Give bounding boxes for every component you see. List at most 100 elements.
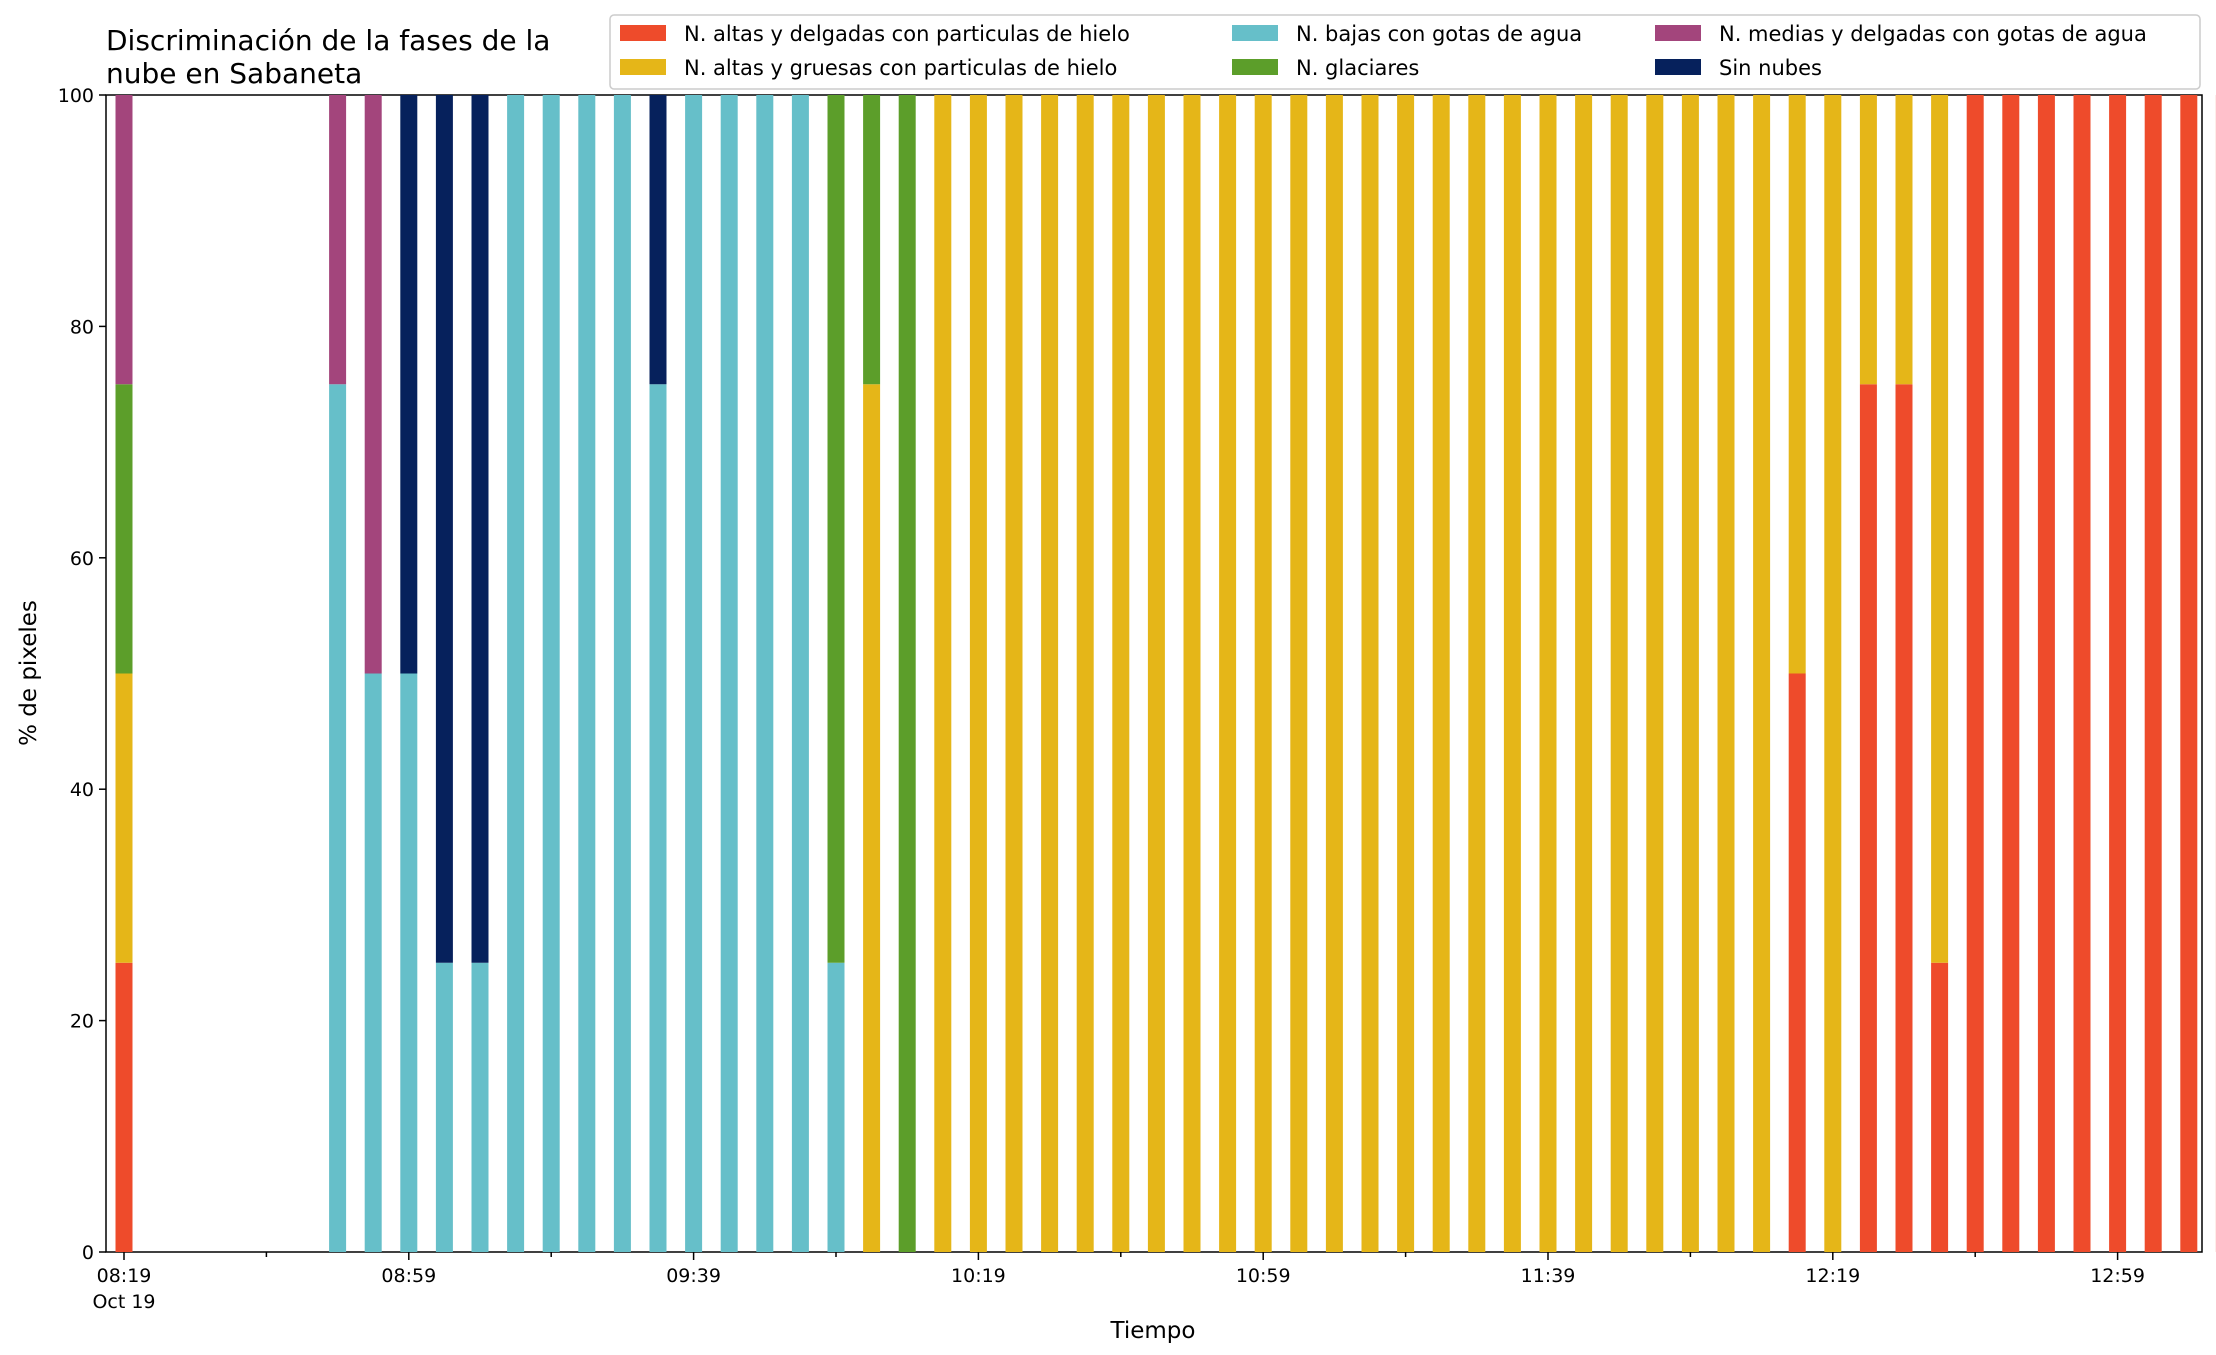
bar-segment-42-0 <box>1788 673 1806 1252</box>
bar-segment-51-0 <box>2109 95 2127 1252</box>
bar-segment-16-3 <box>863 95 881 385</box>
bar-segment-44-1 <box>1859 95 1877 385</box>
bar-segment-17-3 <box>898 95 916 1252</box>
bar-segment-2-4 <box>364 95 382 674</box>
x-axis: 08:19 08:59 09:39 10:19 10:59 11:39 12:19 12:59… <box>92 1252 2145 1313</box>
legend-swatch-5 <box>1655 59 1701 75</box>
bar-segment-41-1 <box>1753 95 1771 1252</box>
bar-segment-38-1 <box>1646 95 1664 1252</box>
bar-segment-25-1 <box>1183 95 1201 1252</box>
bar-segment-50-0 <box>2073 95 2091 1252</box>
legend-label-4: N. medias y delgadas con gotas de agua <box>1719 22 2147 46</box>
bar-segment-0-1 <box>115 673 133 963</box>
legend-label-3: N. glaciares <box>1296 56 1419 80</box>
bar-segment-23-1 <box>1112 95 1130 1252</box>
y-tick-label-0: 0 <box>82 1242 94 1264</box>
bar-segment-24-1 <box>1147 95 1165 1252</box>
x-tick-label-6: 12:19 <box>1805 1265 1860 1287</box>
bar-segment-53-0 <box>2180 95 2198 1252</box>
bar-segment-30-1 <box>1361 95 1379 1252</box>
bar-segment-20-1 <box>1005 95 1023 1252</box>
bar-segment-11-2 <box>685 95 703 1252</box>
y-axis-label: % de pixeles <box>16 600 42 746</box>
bar-segment-21-1 <box>1041 95 1059 1252</box>
bar-segment-37-1 <box>1610 95 1628 1252</box>
x-tick-label-3: 10:19 <box>951 1265 1006 1287</box>
bar-segment-46-1 <box>1931 95 1949 963</box>
bar-segment-46-0 <box>1931 962 1949 1252</box>
x-tick-label-1: 08:59 <box>381 1265 436 1287</box>
bar-segment-13-2 <box>756 95 774 1252</box>
bar-segment-8-2 <box>578 95 596 1252</box>
bar-segment-44-0 <box>1859 384 1877 1252</box>
bar-segment-15-3 <box>827 95 845 963</box>
x-axis-label: Tiempo <box>1110 1318 1196 1344</box>
bar-segment-12-2 <box>720 95 738 1252</box>
bar-segment-4-2 <box>435 962 453 1252</box>
bar-segment-33-1 <box>1468 95 1486 1252</box>
legend-label-5: Sin nubes <box>1719 56 1822 80</box>
bar-segment-3-5 <box>400 95 418 674</box>
y-tick-label-1: 20 <box>70 1011 94 1033</box>
x-tick-label-2: 09:39 <box>666 1265 721 1287</box>
bar-segment-10-5 <box>649 95 667 385</box>
bar-segment-28-1 <box>1290 95 1308 1252</box>
bar-segment-36-1 <box>1575 95 1593 1252</box>
bar-segment-22-1 <box>1076 95 1094 1252</box>
x-tick-sublabel: Oct 19 <box>92 1291 155 1313</box>
bar-segment-5-2 <box>471 962 489 1252</box>
y-tick-label-2: 40 <box>70 779 94 801</box>
x-tick-label-5: 11:39 <box>1521 1265 1576 1287</box>
bar-segment-32-1 <box>1432 95 1450 1252</box>
y-tick-label-4: 80 <box>70 316 94 338</box>
legend-label-0: N. altas y delgadas con particulas de hi… <box>684 22 1130 46</box>
bar-segment-34-1 <box>1503 95 1521 1252</box>
bar-segment-15-2 <box>827 962 845 1252</box>
bar-segment-4-5 <box>435 95 453 963</box>
y-axis: 0 20 40 60 80 100 <box>58 85 106 1264</box>
bar-segment-45-0 <box>1895 384 1913 1252</box>
bar-segment-48-0 <box>2002 95 2020 1252</box>
bar-segment-49-0 <box>2037 95 2055 1252</box>
bar-segment-45-1 <box>1895 95 1913 385</box>
bar-segment-0-3 <box>115 384 133 674</box>
legend-label-1: N. altas y gruesas con particulas de hie… <box>684 56 1117 80</box>
bar-segment-5-5 <box>471 95 489 963</box>
bar-segment-42-1 <box>1788 95 1806 674</box>
legend-swatch-1 <box>620 59 666 75</box>
chart-title-line-2: nube en Sabaneta <box>106 57 362 90</box>
chart-title-line-1: Discriminación de la fases de la <box>106 24 550 57</box>
legend-swatch-3 <box>1232 59 1278 75</box>
bar-segment-43-1 <box>1824 95 1842 1252</box>
bar-segment-6-2 <box>507 95 525 1252</box>
bar-segment-19-1 <box>969 95 987 1252</box>
bar-segment-14-2 <box>791 95 809 1252</box>
bar-segment-7-2 <box>542 95 560 1252</box>
legend-label-2: N. bajas con gotas de agua <box>1296 22 1582 46</box>
legend-swatch-2 <box>1232 25 1278 41</box>
bar-segment-1-2 <box>329 384 347 1252</box>
y-tick-label-3: 60 <box>70 548 94 570</box>
bar-segment-10-2 <box>649 384 667 1252</box>
bar-segment-0-0 <box>115 962 133 1252</box>
bar-segment-52-0 <box>2144 95 2162 1252</box>
bar-segment-29-1 <box>1325 95 1343 1252</box>
x-tick-label-0: 08:19 <box>97 1265 152 1287</box>
y-tick-label-5: 100 <box>58 85 94 107</box>
bar-segment-1-4 <box>329 95 347 385</box>
bar-segment-31-1 <box>1397 95 1415 1252</box>
bar-segment-35-1 <box>1539 95 1557 1252</box>
legend-swatch-4 <box>1655 25 1701 41</box>
bar-segment-0-4 <box>115 95 133 385</box>
legend-swatch-0 <box>620 25 666 41</box>
bar-segment-39-1 <box>1681 95 1699 1252</box>
bar-segment-47-0 <box>1966 95 1984 1252</box>
legend-box <box>609 14 2201 90</box>
bar-segment-26-1 <box>1219 95 1237 1252</box>
bars-layer <box>115 95 2216 1252</box>
bar-segment-9-2 <box>613 95 631 1252</box>
bar-segment-16-1 <box>863 384 881 1252</box>
bar-segment-27-1 <box>1254 95 1272 1252</box>
bar-segment-3-2 <box>400 673 418 1252</box>
